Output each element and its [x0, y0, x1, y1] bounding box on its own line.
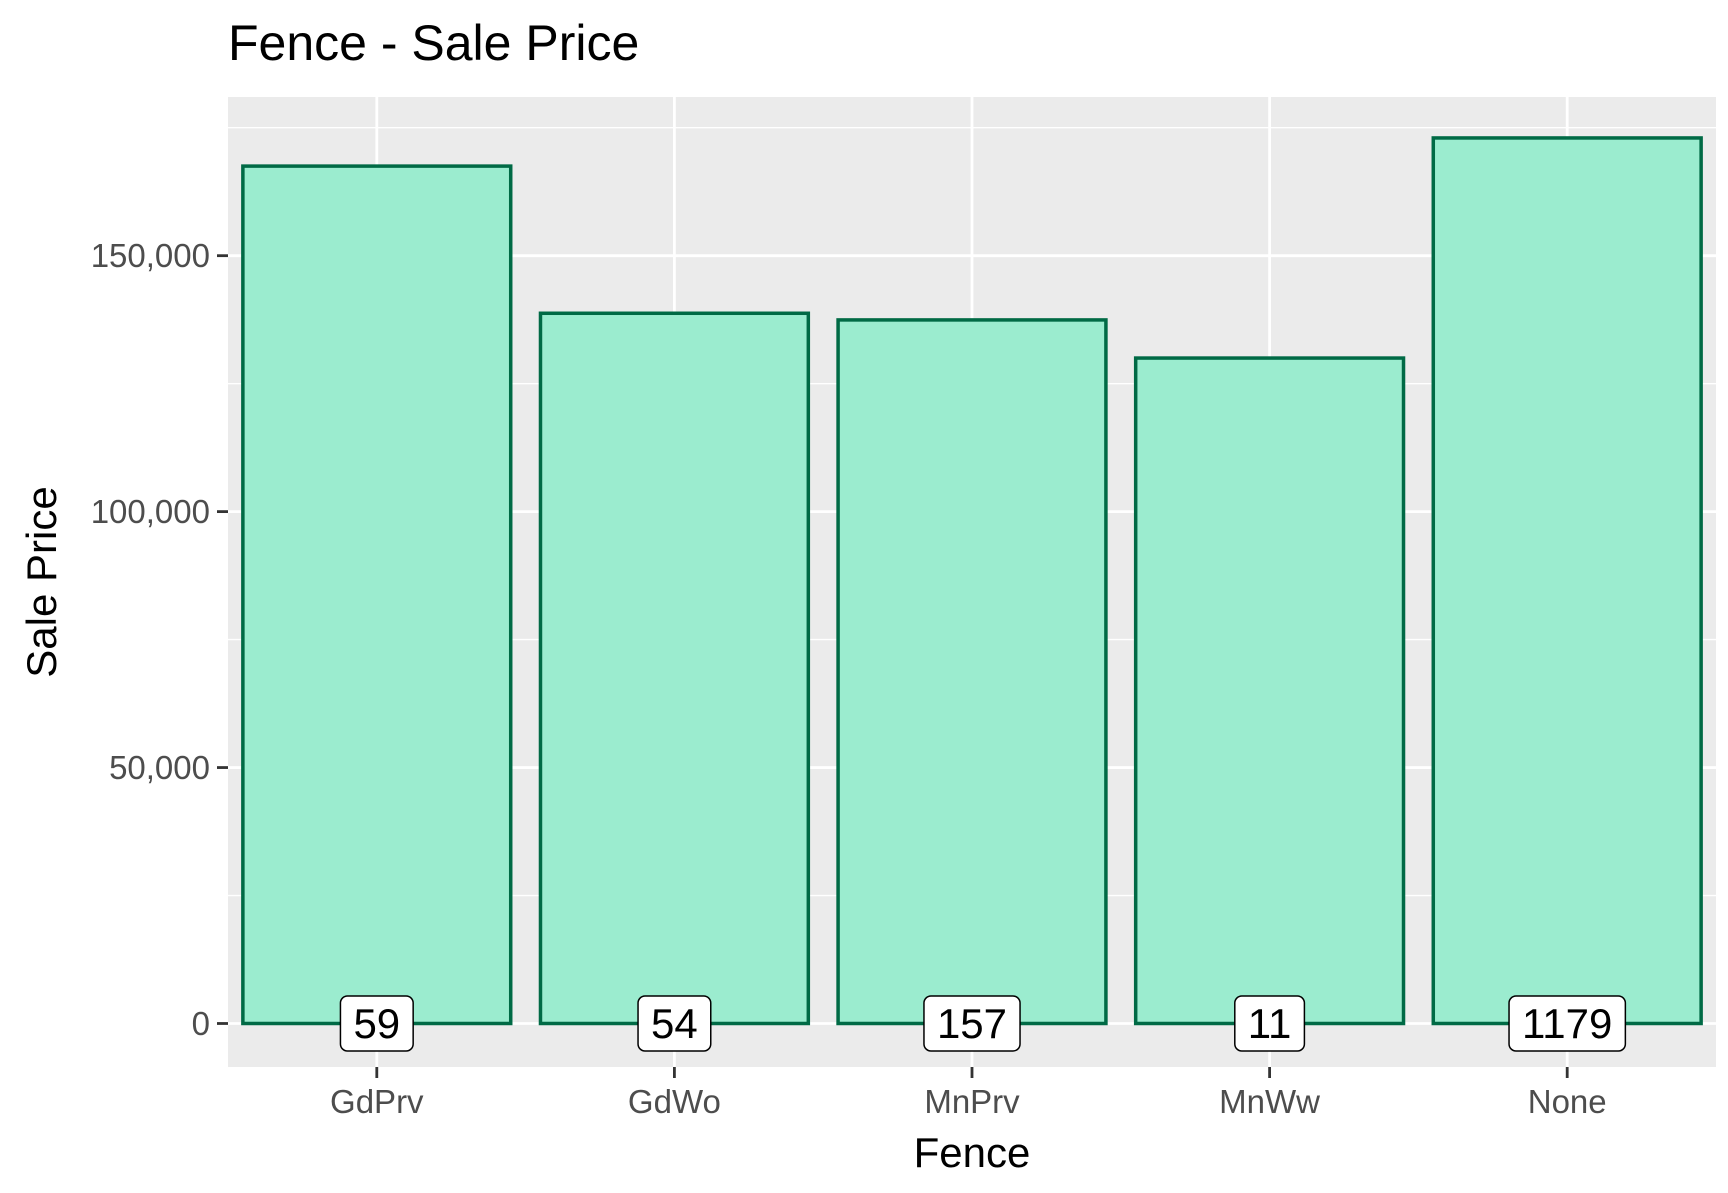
- count-label-box: [1234, 995, 1306, 1052]
- x-tick-label: GdPrv: [330, 1083, 424, 1120]
- count-label-box: [1508, 995, 1627, 1052]
- bar-none: [1431, 136, 1703, 1026]
- count-label-text: 1179: [1522, 1000, 1612, 1047]
- bar-mnprv: [836, 318, 1108, 1026]
- y-tick-label: 0: [192, 1005, 210, 1042]
- y-tick-label: 50,000: [109, 749, 210, 786]
- y-axis-title: Sale Price: [18, 486, 65, 677]
- y-tick-label: 100,000: [91, 493, 210, 530]
- bar-gdprv: [241, 164, 513, 1026]
- count-label: 1179: [1508, 995, 1627, 1052]
- bars: [241, 136, 1703, 1026]
- x-tick-label: GdWo: [628, 1083, 721, 1120]
- x-tick-label: MnPrv: [924, 1083, 1020, 1120]
- y-axis: 0 50,000 100,000 150,000: [91, 237, 228, 1042]
- count-label: 54: [637, 995, 712, 1052]
- chart-title: Fence - Sale Price: [228, 15, 639, 71]
- count-labels: 59 54 157 11 1179: [339, 995, 1627, 1052]
- x-axis: GdPrv GdWo MnPrv MnWw None: [330, 1067, 1607, 1120]
- count-label-text: 54: [651, 1000, 698, 1047]
- count-label-box: [637, 995, 712, 1052]
- count-label-text: 11: [1248, 1000, 1292, 1047]
- bar-gdwo: [538, 311, 811, 1026]
- count-label: 11: [1234, 995, 1306, 1052]
- count-label: 59: [339, 995, 414, 1052]
- count-label-box: [923, 995, 1021, 1052]
- count-label-text: 59: [353, 1000, 400, 1047]
- x-tick-label: None: [1528, 1083, 1607, 1120]
- count-label: 157: [923, 995, 1021, 1052]
- count-label-text: 157: [937, 1000, 1007, 1047]
- x-axis-title: Fence: [914, 1129, 1031, 1176]
- x-tick-label: MnWw: [1219, 1083, 1320, 1120]
- bar-mnww: [1133, 356, 1406, 1026]
- y-tick-label: 150,000: [91, 237, 210, 274]
- count-label-box: [339, 995, 414, 1052]
